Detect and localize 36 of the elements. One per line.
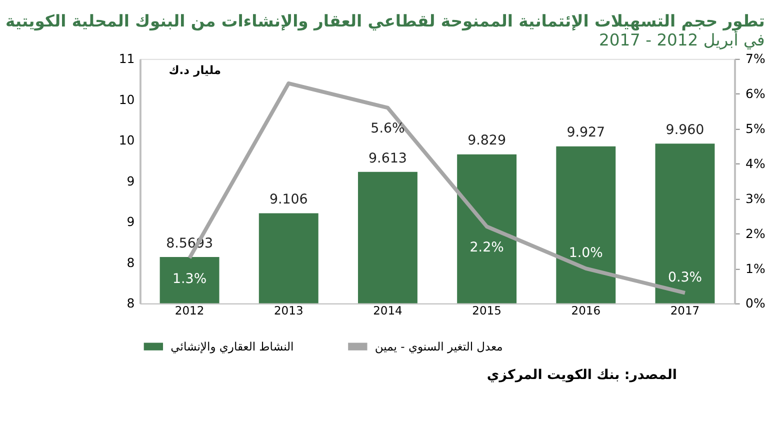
data-label: 1.0% [568, 246, 603, 261]
y-tick-label: 9 [126, 173, 135, 188]
y-tick-label: 9 [126, 214, 135, 230]
data-label: 5.6% [370, 122, 405, 137]
x-tick-label: 2015 [472, 303, 502, 318]
x-tick-label: 2012 [174, 303, 204, 318]
x-tick-label: 2016 [571, 303, 601, 318]
legend-label: النشاط العقاري والإنشائي [170, 339, 294, 354]
y2-tick-label: 4% [746, 156, 766, 171]
y-tick-label: 11 [118, 51, 135, 66]
data-label: 0.3% [668, 270, 702, 286]
y2-tick-label: 1% [746, 260, 766, 276]
y2-tick-label: 7% [746, 51, 766, 66]
x-tick-label: 2014 [373, 303, 402, 318]
data-label: 9.613 [368, 151, 407, 166]
data-label: 1.3% [172, 272, 207, 287]
data-label: 9.829 [468, 134, 506, 149]
chart-title: تطور حجم التسهيلات الإئتمانية الممنوحة لقطاعي العقار والإنشاءات من البنوك المحلية الكويتية [5, 11, 765, 30]
legend-label: معدل التغير السنوي - يمين [374, 339, 503, 354]
data-label: 9.960 [666, 123, 704, 138]
x-tick-label: 2017 [670, 303, 700, 318]
y2-tick-label: 5% [746, 121, 766, 136]
y-axis-title: مليار د.ك [168, 63, 222, 78]
y-tick-label: 10 [118, 132, 135, 148]
y-tick-label: 8 [126, 254, 135, 270]
x-tick-label: 2013 [274, 303, 304, 318]
data-label: 2.2% [470, 240, 504, 256]
y2-tick-label: 2% [746, 226, 766, 241]
y-tick-label: 8 [126, 296, 135, 311]
y-tick-label: 10 [118, 92, 135, 107]
data-label: 9.927 [566, 126, 606, 141]
text: المصدر: بنك الكويت المركزي [486, 368, 677, 384]
y2-tick-label: 3% [746, 190, 766, 206]
y2-tick-label: 6% [746, 86, 766, 102]
data-label: 9.106 [269, 192, 308, 208]
y2-tick-label: 0% [746, 296, 766, 311]
